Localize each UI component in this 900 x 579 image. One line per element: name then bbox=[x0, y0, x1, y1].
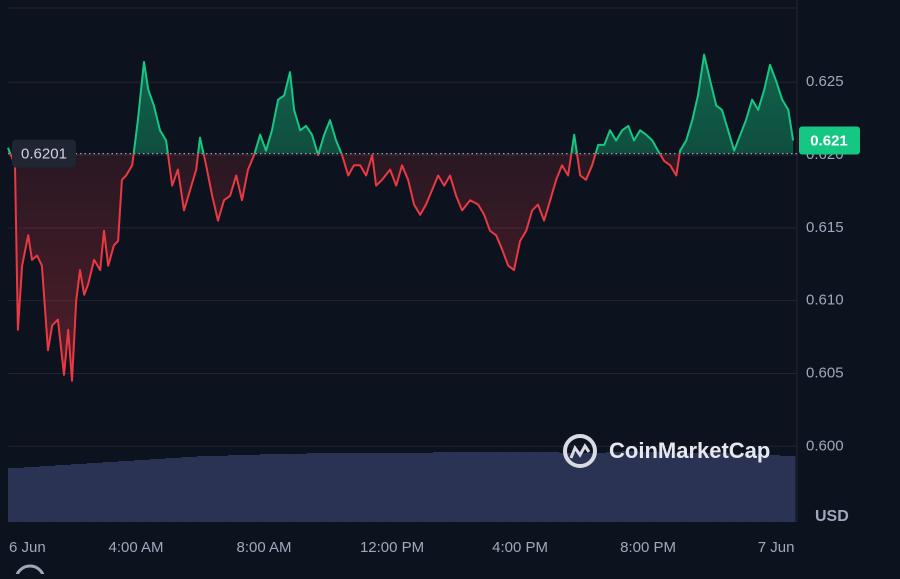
volume-bar bbox=[700, 453, 717, 522]
volume-bar bbox=[165, 458, 182, 522]
volume-bar bbox=[669, 453, 686, 522]
volume-bar bbox=[432, 452, 450, 522]
volume-bar bbox=[480, 452, 497, 522]
volume-bar bbox=[8, 468, 25, 522]
volume-bar bbox=[102, 462, 119, 522]
volume-bar bbox=[448, 452, 465, 522]
area-down bbox=[10, 153, 680, 381]
volume-bar bbox=[606, 452, 623, 522]
reference-label: 0.6201 bbox=[21, 146, 67, 163]
volume-bar bbox=[716, 453, 733, 522]
y-tick-label: 0.605 bbox=[806, 364, 844, 381]
volume-bar bbox=[55, 465, 72, 522]
volume-bar bbox=[70, 464, 88, 522]
volume-bar bbox=[338, 453, 355, 522]
volume-bar bbox=[732, 454, 749, 522]
volume-bar bbox=[23, 467, 40, 522]
volume-bar bbox=[495, 452, 513, 522]
volume-bar bbox=[307, 453, 324, 522]
x-tick-label: 4:00 AM bbox=[108, 539, 163, 556]
y-tick-label: 0.615 bbox=[806, 219, 844, 236]
corner-icon bbox=[14, 564, 46, 579]
y-tick-label: 0.610 bbox=[806, 292, 844, 309]
y-tick-label: 0.600 bbox=[806, 437, 844, 454]
volume-bar bbox=[118, 461, 135, 522]
x-tick-label: 6 Jun bbox=[9, 539, 46, 556]
volume-bar bbox=[417, 453, 434, 522]
price-line-up bbox=[7, 53, 795, 154]
volume-bar bbox=[86, 463, 103, 522]
volume-bar bbox=[747, 454, 765, 522]
volume-bar bbox=[354, 453, 371, 522]
volume-bar bbox=[196, 456, 214, 522]
volume-bar bbox=[385, 453, 402, 522]
volume-bar bbox=[621, 451, 639, 522]
volume-bar bbox=[574, 453, 591, 522]
current-price-label: 0.621 bbox=[810, 132, 848, 149]
current-price-box bbox=[799, 126, 860, 155]
volume-bar bbox=[684, 453, 702, 522]
volume-bar bbox=[244, 455, 261, 522]
y-tick-label: 0.625 bbox=[806, 73, 844, 90]
y-axis-unit: USD bbox=[815, 508, 849, 525]
volume-bar bbox=[464, 452, 481, 522]
watermark: CoinMarketCap bbox=[563, 434, 770, 468]
x-tick-label: 8:00 AM bbox=[237, 539, 292, 556]
x-tick-label: 4:00 PM bbox=[492, 539, 548, 556]
volume-bar bbox=[527, 452, 544, 522]
volume-bar bbox=[511, 452, 528, 522]
area-up bbox=[8, 54, 794, 154]
volume-bar bbox=[133, 460, 151, 522]
logo-mark bbox=[569, 443, 591, 459]
volume-bar bbox=[779, 456, 796, 522]
volume-bar bbox=[543, 452, 560, 522]
volume-bar bbox=[763, 455, 780, 522]
volume-bar bbox=[149, 459, 166, 522]
watermark-text: CoinMarketCap bbox=[609, 438, 770, 463]
volume-bar bbox=[228, 455, 245, 522]
volume-bar bbox=[39, 466, 56, 522]
volume-bar bbox=[181, 457, 198, 522]
x-tick-label: 12:00 PM bbox=[360, 539, 424, 556]
volume-bar bbox=[259, 454, 277, 522]
volume-bar bbox=[370, 453, 387, 522]
volume-bar bbox=[322, 453, 340, 522]
price-line-down bbox=[9, 153, 681, 382]
volume-bar bbox=[637, 452, 654, 522]
volume-bar bbox=[558, 453, 576, 522]
volume-bar bbox=[275, 454, 292, 522]
volume-bar bbox=[401, 453, 418, 522]
volume-bar bbox=[291, 454, 308, 522]
x-tick-label: 7 Jun bbox=[758, 539, 795, 556]
volume-bar bbox=[653, 452, 670, 522]
reference-label-box bbox=[12, 139, 76, 168]
volume-bar bbox=[212, 456, 229, 522]
x-tick-label: 8:00 PM bbox=[620, 539, 676, 556]
logo-ring bbox=[563, 434, 597, 468]
volume-bar bbox=[590, 453, 607, 522]
